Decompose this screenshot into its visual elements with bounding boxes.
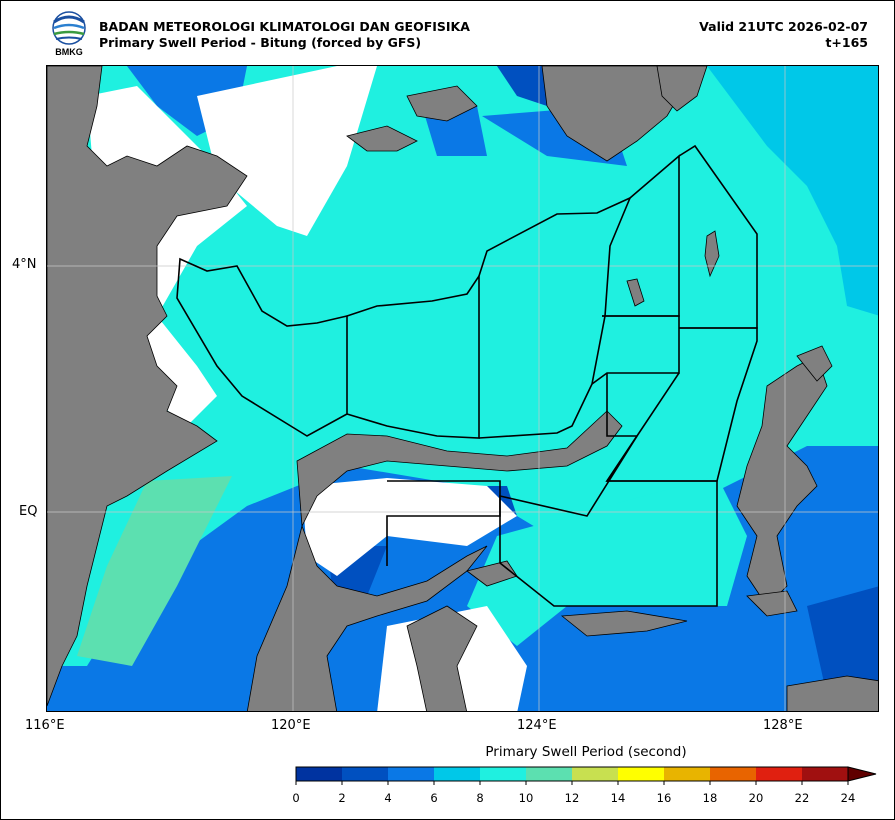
land-mindanao-east bbox=[656, 66, 708, 112]
colorbar-segment bbox=[572, 767, 618, 781]
land-sulu-islands bbox=[346, 125, 418, 152]
colorbar-label: 22 bbox=[794, 791, 810, 805]
nodata-gulf-tomini bbox=[302, 478, 517, 576]
colorbar-label: 6 bbox=[430, 791, 438, 805]
y-tick-eq: EQ bbox=[19, 504, 38, 519]
zone-boundary-sulawesi-sea-east bbox=[478, 196, 632, 439]
colorbar-segment bbox=[664, 767, 710, 781]
forecast-zones bbox=[176, 144, 758, 607]
colorbar-segment bbox=[296, 767, 342, 781]
bmkg-logo: BMKG bbox=[52, 11, 86, 57]
colorbar-label: 12 bbox=[564, 791, 580, 805]
zone-boundary-molucca-east bbox=[605, 327, 758, 482]
colorbar-label: 10 bbox=[518, 791, 534, 805]
colorbar-label: 2 bbox=[338, 791, 346, 805]
colorbar-label: 8 bbox=[476, 791, 484, 805]
land-sula-islands bbox=[560, 610, 688, 637]
colorbar-label: 4 bbox=[384, 791, 392, 805]
zone-boundary-molucca-sea bbox=[499, 435, 718, 607]
colorbar-segment bbox=[710, 767, 756, 781]
land-sulawesi-se-arm bbox=[406, 605, 478, 711]
land-sulu-islands2 bbox=[406, 85, 478, 122]
colorbar-extend-arrow bbox=[847, 766, 877, 782]
x-tick-116e: 116°E bbox=[25, 718, 65, 733]
graticule bbox=[47, 66, 878, 711]
colorbar-label: 14 bbox=[610, 791, 626, 805]
colorbar-segment bbox=[756, 767, 802, 781]
colorbar-segment bbox=[618, 767, 664, 781]
land-halmahera bbox=[736, 355, 828, 607]
agency-title: BADAN METEOROLOGI KLIMATOLOGI DAN GEOFIS… bbox=[99, 19, 470, 34]
colorbar-segment bbox=[388, 767, 434, 781]
colorbar-segment bbox=[434, 767, 480, 781]
swell-zone-north-2-4 bbox=[497, 66, 547, 106]
colorbar-label: 24 bbox=[840, 791, 856, 805]
x-tick-120e: 120°E bbox=[271, 718, 311, 733]
x-tick-124e: 124°E bbox=[517, 718, 557, 733]
colorbar-segment bbox=[526, 767, 572, 781]
lead-time: t+165 bbox=[825, 35, 868, 50]
swell-zone-east-6-8 bbox=[707, 66, 878, 316]
colorbar-title: Primary Swell Period (second) bbox=[485, 744, 687, 760]
land-talaud bbox=[626, 278, 645, 307]
colorbar-label: 20 bbox=[748, 791, 764, 805]
land-morotai bbox=[796, 345, 833, 382]
valid-time: Valid 21UTC 2026-02-07 bbox=[699, 19, 868, 34]
land-obi bbox=[746, 590, 798, 617]
swell-period-map bbox=[46, 65, 879, 712]
colorbar bbox=[295, 766, 877, 785]
land-borneo bbox=[47, 66, 248, 707]
zone-boundary-molucca-north bbox=[591, 315, 680, 385]
land-sangihe bbox=[704, 230, 720, 278]
colorbar-segment bbox=[480, 767, 526, 781]
swell-zone-makassar-10-12 bbox=[77, 476, 232, 666]
x-tick-128e: 128°E bbox=[763, 718, 803, 733]
colorbar-segment bbox=[802, 767, 848, 781]
logo-text: BMKG bbox=[55, 47, 83, 57]
y-tick-4n: 4°N bbox=[12, 257, 37, 272]
swell-zone-south-8-10 bbox=[467, 476, 747, 646]
nodata-north bbox=[197, 66, 377, 236]
land-papua bbox=[786, 675, 878, 711]
map-canvas bbox=[47, 66, 878, 711]
zone-boundary-molucca-south bbox=[606, 373, 637, 437]
zone-boundary-talaud bbox=[678, 144, 758, 329]
zone-boundary-sulawesi-sea-central bbox=[346, 273, 480, 439]
swell-zone-south2-2-4 bbox=[807, 586, 878, 696]
product-title: Primary Swell Period - Bitung (forced by… bbox=[99, 35, 422, 50]
land-sulawesi-north-arm bbox=[296, 410, 623, 528]
colorbar-segment bbox=[342, 767, 388, 781]
colorbar-label: 0 bbox=[292, 791, 300, 805]
land-sulawesi-central bbox=[246, 524, 488, 711]
colorbar-label: 18 bbox=[702, 791, 718, 805]
colorbar-label: 16 bbox=[656, 791, 672, 805]
